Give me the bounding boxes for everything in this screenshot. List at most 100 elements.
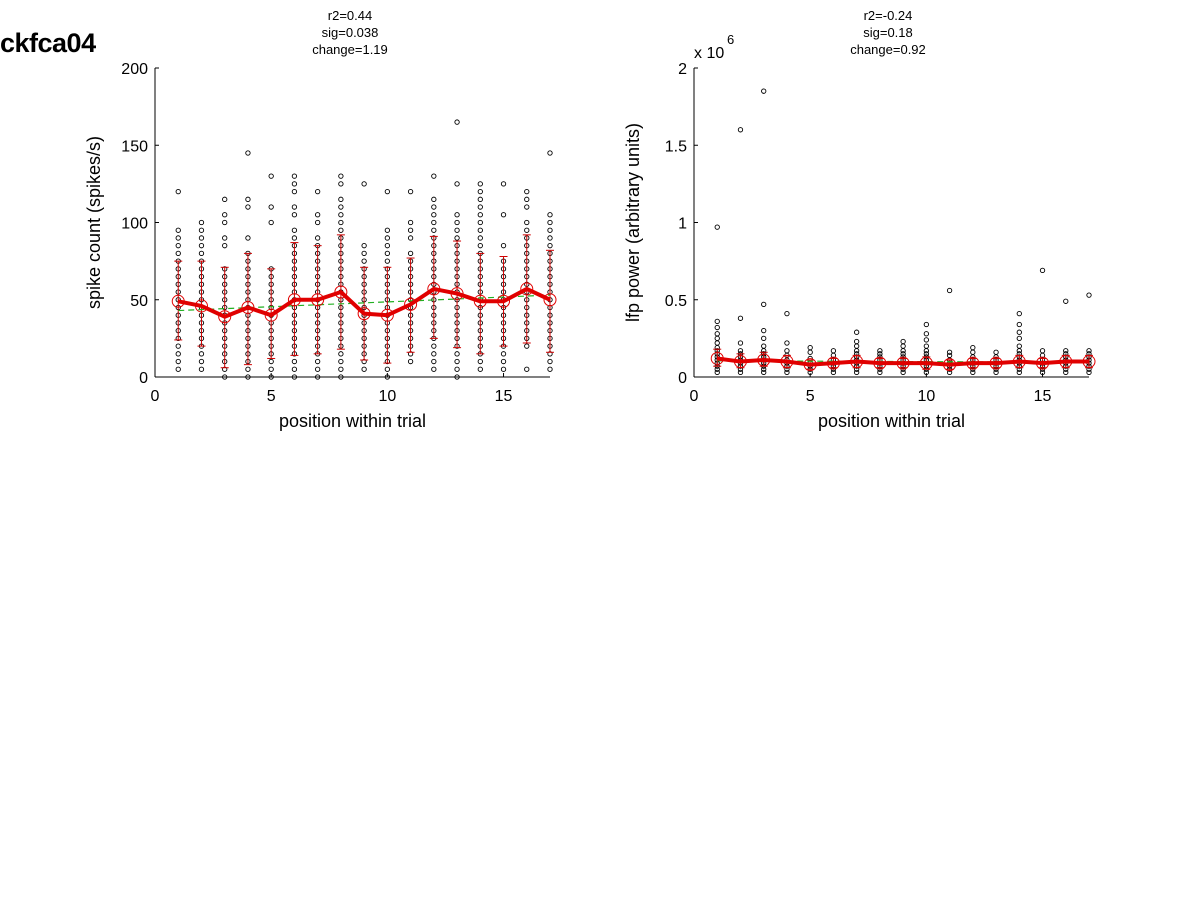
data-point (477, 243, 483, 249)
x-tick-label: 0 (151, 388, 160, 405)
data-point (454, 119, 460, 125)
data-point (245, 235, 251, 241)
data-point (245, 196, 251, 202)
stats-line: change=1.19 (312, 42, 388, 57)
mean-marker (357, 307, 371, 321)
data-point (923, 343, 930, 349)
data-point (245, 204, 251, 210)
data-point (454, 374, 460, 380)
data-point (431, 366, 437, 372)
data-point (222, 243, 228, 249)
data-point (477, 227, 483, 233)
chart-panel-2: r2=-0.24 sig=0.18 change=0.92 0 0.5 1 1.5 2 0 5 10… (623, 8, 1096, 431)
axis-exponent-power: 6 (727, 32, 734, 47)
mean-marker (520, 282, 534, 296)
data-point (737, 315, 744, 321)
data-point (291, 227, 298, 233)
data-point (477, 212, 483, 218)
data-point (784, 340, 790, 346)
mean-marker (1059, 355, 1073, 369)
data-point (431, 351, 437, 357)
data-point (222, 196, 228, 202)
y-axis-label: spike count (spikes/s) (84, 136, 104, 309)
fit-line (178, 294, 551, 312)
data-point (547, 227, 553, 233)
stats-line: r2=0.44 (328, 8, 372, 23)
data-point (737, 348, 744, 354)
x-tick-label: 15 (1034, 388, 1052, 405)
data-point (222, 212, 228, 218)
data-point (314, 358, 321, 365)
data-point (175, 235, 181, 241)
data-point (198, 358, 205, 365)
data-point (198, 235, 205, 241)
data-point (524, 227, 530, 233)
data-point (291, 188, 298, 195)
data-point (900, 351, 906, 357)
data-point (900, 343, 906, 349)
data-point (900, 348, 906, 354)
data-point (853, 348, 860, 354)
data-point (431, 212, 437, 218)
mean-marker (989, 356, 1003, 370)
data-point (547, 366, 553, 372)
data-point (477, 358, 483, 365)
data-point (524, 188, 530, 195)
data-point (923, 337, 930, 343)
data-point (431, 196, 437, 202)
data-point (784, 348, 790, 354)
data-point (291, 181, 298, 187)
data-point (761, 343, 767, 349)
y-tick-label: 1 (678, 216, 687, 233)
data-point (524, 204, 530, 210)
data-point (807, 344, 813, 351)
data-point (338, 204, 344, 210)
mean-marker (873, 356, 887, 370)
data-point (175, 358, 181, 365)
data-point (222, 235, 228, 241)
data-point (784, 369, 790, 376)
x-tick-label: 5 (806, 388, 815, 405)
data-point (338, 219, 344, 226)
data-point (1016, 348, 1022, 354)
mean-marker (334, 285, 348, 299)
mean-marker (1036, 356, 1050, 370)
data-point (1016, 321, 1022, 328)
data-point (1039, 267, 1046, 274)
data-point (454, 181, 460, 187)
data-point (1039, 369, 1046, 376)
data-point (338, 173, 344, 179)
data-point (268, 173, 274, 179)
data-point (175, 351, 181, 357)
data-point (524, 366, 530, 372)
data-point (175, 227, 181, 233)
data-point (431, 219, 437, 226)
data-point (1063, 298, 1069, 304)
mean-line (716, 356, 1089, 367)
stats-line: change=0.92 (850, 42, 926, 57)
mean-marker (1082, 355, 1096, 369)
data-point (198, 243, 205, 249)
data-point (384, 366, 391, 372)
mean-marker (287, 293, 301, 307)
mean-marker (241, 300, 255, 314)
data-point (923, 331, 930, 337)
data-point (1063, 348, 1069, 354)
x-tick-label: 5 (267, 388, 276, 405)
data-point (222, 219, 228, 226)
data-point (500, 358, 507, 365)
data-point (853, 343, 860, 349)
mean-marker (1012, 355, 1026, 369)
data-point (338, 212, 344, 218)
data-point (431, 343, 437, 349)
data-point (361, 250, 367, 257)
data-point (314, 366, 321, 372)
data-point (431, 358, 437, 365)
data-point (338, 374, 344, 380)
data-point (524, 343, 530, 349)
x-tick-label: 0 (690, 388, 699, 405)
data-point (737, 340, 744, 346)
data-point (946, 287, 953, 294)
data-point (175, 243, 181, 249)
stats-line: sig=0.18 (863, 25, 913, 40)
